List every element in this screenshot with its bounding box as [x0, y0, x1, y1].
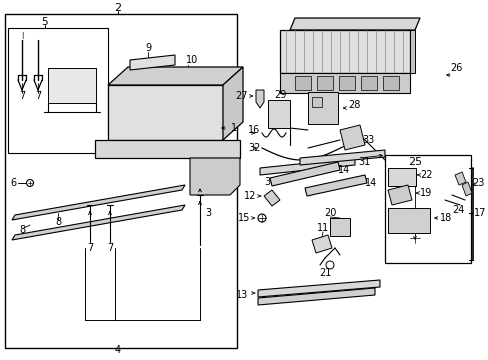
Polygon shape [258, 280, 379, 297]
Text: 13: 13 [235, 290, 247, 300]
Text: 1: 1 [230, 123, 237, 133]
Bar [360, 76, 376, 90]
Text: 7: 7 [87, 243, 93, 253]
Bar [280, 73, 409, 93]
Text: 16: 16 [247, 125, 260, 135]
Polygon shape [305, 175, 366, 196]
Polygon shape [311, 235, 331, 253]
Polygon shape [409, 30, 414, 73]
Polygon shape [223, 67, 243, 140]
Text: 19: 19 [419, 188, 431, 198]
Text: 5: 5 [41, 17, 48, 27]
Polygon shape [299, 150, 384, 165]
Text: 31: 31 [357, 157, 369, 167]
Polygon shape [260, 158, 354, 175]
Bar [329, 218, 349, 236]
Polygon shape [12, 185, 184, 220]
Text: 26: 26 [449, 63, 461, 73]
Text: 7: 7 [19, 91, 25, 101]
Bar [267, 100, 289, 128]
Bar [95, 140, 240, 158]
Text: 12: 12 [243, 191, 256, 201]
Bar [307, 92, 337, 124]
Text: 11: 11 [316, 223, 328, 233]
Text: 28: 28 [347, 100, 360, 110]
Text: 24: 24 [451, 205, 463, 215]
Text: 10: 10 [185, 55, 198, 65]
Polygon shape [289, 18, 419, 30]
Text: 7: 7 [35, 91, 41, 101]
Polygon shape [461, 182, 471, 196]
Text: 18: 18 [439, 213, 451, 223]
Polygon shape [12, 205, 184, 240]
Text: 4: 4 [115, 345, 121, 355]
Bar [384, 155, 470, 263]
Text: 22: 22 [419, 170, 431, 180]
Text: 32: 32 [247, 143, 260, 153]
Text: 8: 8 [19, 225, 25, 235]
Text: 2: 2 [114, 3, 122, 13]
Text: 14: 14 [364, 178, 376, 188]
Polygon shape [387, 185, 411, 205]
Text: 27: 27 [235, 91, 247, 101]
Bar [48, 68, 96, 103]
Bar [387, 168, 415, 186]
Text: 33: 33 [361, 135, 373, 145]
Text: 21: 21 [318, 268, 330, 278]
Bar [382, 76, 398, 90]
Text: 25: 25 [407, 157, 421, 167]
Text: 29: 29 [273, 90, 285, 100]
Text: 8: 8 [55, 217, 61, 227]
Bar [316, 76, 332, 90]
Polygon shape [269, 162, 339, 186]
Bar [294, 76, 310, 90]
Text: |: | [21, 32, 23, 39]
Text: 6: 6 [10, 178, 16, 188]
Polygon shape [108, 67, 243, 85]
Bar [338, 76, 354, 90]
Bar [8, 28, 108, 153]
Polygon shape [256, 90, 264, 108]
Polygon shape [258, 288, 374, 305]
Bar [280, 30, 409, 73]
Polygon shape [130, 55, 175, 70]
Text: 23: 23 [471, 178, 483, 188]
Text: 14: 14 [337, 165, 349, 175]
Polygon shape [339, 125, 364, 150]
Polygon shape [190, 158, 240, 195]
Text: 15: 15 [237, 213, 249, 223]
Text: 20: 20 [323, 208, 336, 218]
Polygon shape [264, 190, 280, 206]
Text: 7: 7 [107, 243, 113, 253]
Text: 30: 30 [264, 177, 276, 187]
Bar [108, 85, 223, 140]
Bar [5, 14, 237, 348]
Bar [387, 208, 429, 233]
Polygon shape [454, 172, 465, 185]
Text: 17: 17 [473, 208, 485, 218]
Bar [311, 97, 321, 107]
Text: 9: 9 [144, 43, 151, 53]
Text: 3: 3 [204, 208, 211, 218]
